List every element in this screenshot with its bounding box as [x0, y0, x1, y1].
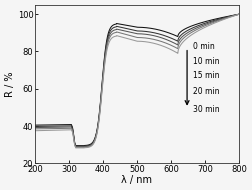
Text: 20 min: 20 min — [193, 87, 220, 96]
Text: 15 min: 15 min — [193, 71, 220, 80]
X-axis label: λ / nm: λ / nm — [121, 175, 152, 185]
Y-axis label: R / %: R / % — [5, 71, 15, 97]
Text: 10 min: 10 min — [193, 57, 220, 66]
Text: 0 min: 0 min — [193, 42, 215, 51]
Text: 30 min: 30 min — [193, 105, 220, 114]
